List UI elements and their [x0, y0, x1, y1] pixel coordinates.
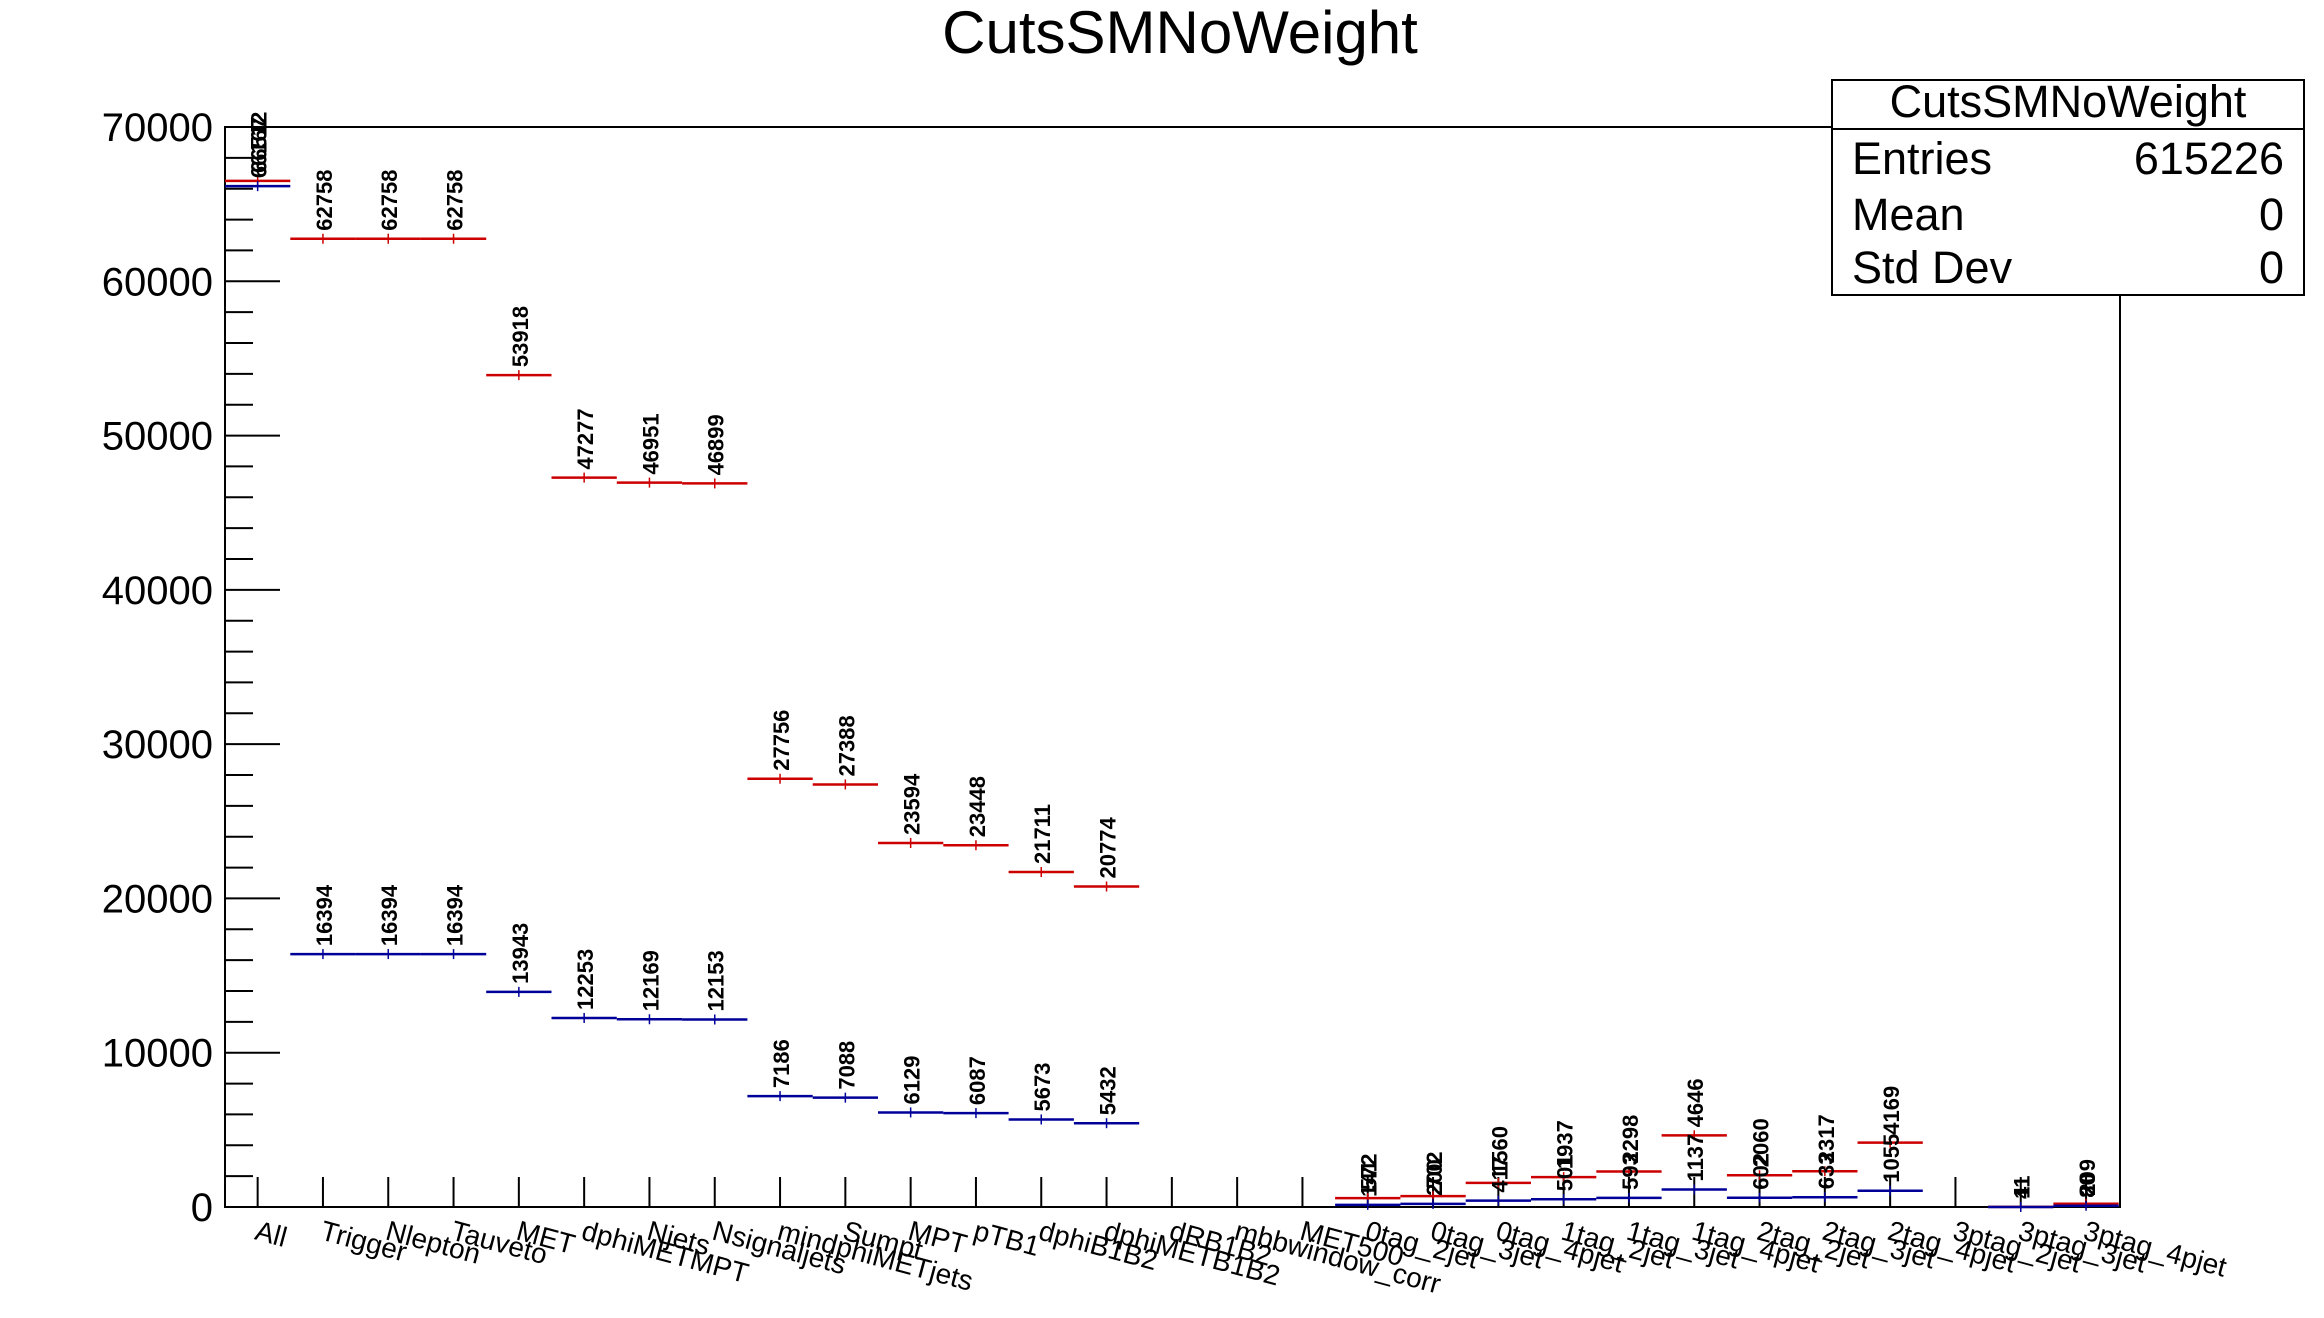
- y-tick-label: 10000: [102, 1032, 213, 1076]
- bin-value-label: 13943: [508, 923, 533, 984]
- bin-value-label: 47277: [573, 408, 598, 469]
- bin-value-label: 200: [1422, 1159, 1447, 1196]
- stats-stddev-value: 0: [2259, 242, 2284, 293]
- bin-value-label: 66167: [247, 117, 272, 178]
- bin-value-label: 4: [2010, 1186, 2035, 1199]
- bin-value-label: 20774: [1096, 817, 1121, 879]
- y-tick-label: 40000: [102, 569, 213, 613]
- bin-value-label: 62758: [377, 170, 402, 231]
- bin-value-label: 66512: [247, 112, 272, 173]
- stats-box-frame: [1831, 79, 2305, 296]
- bin-value-label: 16394: [312, 884, 337, 946]
- stats-box: CutsSMNoWeight Entries 615226 Mean 0 Std…: [1831, 76, 2305, 296]
- bin-value-label: 12253: [573, 949, 598, 1010]
- stats-stddev-label: Std Dev: [1852, 242, 2013, 293]
- bin-value-label: 593: [1618, 1153, 1643, 1190]
- bin-value-label: 1937: [1553, 1120, 1578, 1169]
- bin-value-label: 5673: [1030, 1063, 1055, 1112]
- bin-value-label: 417: [1487, 1156, 1512, 1193]
- bin-value-label: 1055: [1879, 1134, 1904, 1183]
- bin-value-label: 4646: [1683, 1078, 1708, 1127]
- y-tick-label: 70000: [102, 106, 213, 150]
- bin-value-label: 5432: [1096, 1066, 1121, 1115]
- bin-value-label: 6087: [965, 1056, 990, 1105]
- bin-value-label: 23448: [965, 776, 990, 837]
- bin-value-label: 80: [2075, 1173, 2100, 1197]
- bin-value-label: 501: [1553, 1155, 1578, 1192]
- bin-value-label: 46899: [704, 414, 729, 475]
- x-tick-label: All: [252, 1215, 290, 1253]
- bin-value-label: 7186: [769, 1039, 794, 1088]
- bin-value-label: 572: [1357, 1153, 1382, 1190]
- bin-value-label: 702: [1422, 1151, 1447, 1188]
- stats-entries-label: Entries: [1852, 133, 1992, 184]
- y-axis: 0 10000 20000 30000 40000 50000 60000 70000: [102, 106, 280, 1230]
- y-tick-label: 50000: [102, 415, 213, 459]
- bin-value-label: 27756: [769, 710, 794, 771]
- x-tick-label: 3ptag_4pjet: [2080, 1215, 2230, 1283]
- bin-value-label: 12169: [638, 950, 663, 1011]
- bin-value-label: 46951: [638, 413, 663, 474]
- bin-value-label: 23594: [900, 773, 925, 835]
- stats-mean-value: 0: [2259, 189, 2284, 240]
- bin-value-label: 21711: [1030, 804, 1055, 864]
- bin-value-label: 602: [1749, 1153, 1774, 1190]
- bin-value-label: 141: [1357, 1160, 1382, 1197]
- stats-mean-label: Mean: [1852, 189, 1965, 240]
- bin-value-label: 62758: [443, 170, 468, 231]
- bin-value-label: 1137: [1683, 1134, 1708, 1182]
- bin-value-label: 53918: [508, 306, 533, 367]
- stats-box-title: CutsSMNoWeight: [1890, 76, 2247, 127]
- x-tick-label: pTB1: [970, 1215, 1043, 1262]
- bin-value-label: 4169: [1879, 1086, 1904, 1135]
- y-tick-label: 60000: [102, 260, 213, 304]
- bin-value-label: 6129: [900, 1055, 925, 1104]
- stats-entries-value: 615226: [2134, 133, 2284, 184]
- y-tick-label: 20000: [102, 877, 213, 921]
- bin-value-labels: 66512 62758 62758 62758 53918 47277 46951 46899…: [247, 112, 2100, 1199]
- bin-value-label: 62758: [312, 170, 337, 231]
- bin-value-label: 16394: [443, 884, 468, 946]
- bin-value-label: 27388: [834, 715, 859, 776]
- bin-value-label: 11: [2010, 1176, 2035, 1199]
- bin-value-label: 633: [1814, 1153, 1839, 1190]
- histogram-bars: [225, 175, 2119, 1212]
- y-tick-label: 0: [191, 1186, 213, 1230]
- bin-value-label: 12153: [704, 950, 729, 1011]
- bin-value-label: 1560: [1487, 1126, 1512, 1175]
- bin-value-label: 2317: [1814, 1114, 1839, 1163]
- y-tick-label: 30000: [102, 723, 213, 767]
- chart-title: CutsSMNoWeight: [942, 0, 1418, 66]
- bin-value-label: 16394: [377, 884, 402, 946]
- bin-value-label: 2060: [1749, 1118, 1774, 1167]
- bin-value-label: 7088: [834, 1041, 859, 1090]
- bin-value-label: 209: [2075, 1159, 2100, 1196]
- bin-value-label: 2298: [1618, 1115, 1643, 1164]
